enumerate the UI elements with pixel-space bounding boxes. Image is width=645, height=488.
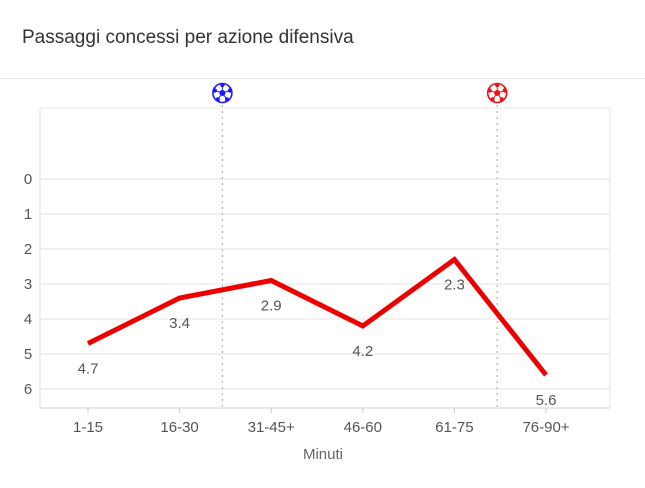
data-label: 5.6: [536, 392, 557, 409]
x-tick-label: 1-15: [73, 419, 103, 436]
x-tick-label: 61-75: [435, 419, 473, 436]
x-tick-label: 16-30: [160, 419, 198, 436]
y-tick-label: 1: [24, 206, 32, 223]
y-tick-label: 2: [24, 241, 32, 258]
header-divider: [0, 78, 645, 79]
data-label: 2.9: [261, 298, 282, 315]
y-tick-label: 6: [24, 381, 32, 398]
red-soccer-ball-icon: [486, 82, 508, 104]
y-axis: 0 1 2 3 4 5 6: [24, 171, 32, 398]
y-tick-label: 5: [24, 346, 32, 363]
series-group: [86, 256, 548, 377]
x-axis-label: Minuti: [303, 446, 343, 463]
data-label: 3.4: [169, 315, 190, 332]
x-tick-label: 46-60: [344, 419, 382, 436]
event-markers: [212, 82, 508, 408]
y-tick-label: 3: [24, 276, 32, 293]
series-line: [86, 256, 548, 377]
chart-title: Passaggi concessi per azione difensiva: [22, 27, 354, 48]
x-axis: 1-15 16-30 31-45+ 46-60 61-75 76-90+: [73, 408, 570, 436]
data-label: 4.2: [352, 343, 373, 360]
grid-lines: [39, 107, 611, 409]
y-tick-label: 4: [24, 311, 32, 328]
x-tick-label: 76-90+: [522, 419, 569, 436]
data-labels: 4.7 3.4 2.9 4.2 2.3 5.6: [78, 277, 557, 410]
data-label: 2.3: [444, 277, 465, 294]
y-tick-label: 0: [24, 171, 32, 188]
blue-soccer-ball-icon: [212, 82, 233, 104]
x-tick-label: 31-45+: [248, 419, 295, 436]
data-label: 4.7: [78, 361, 99, 378]
